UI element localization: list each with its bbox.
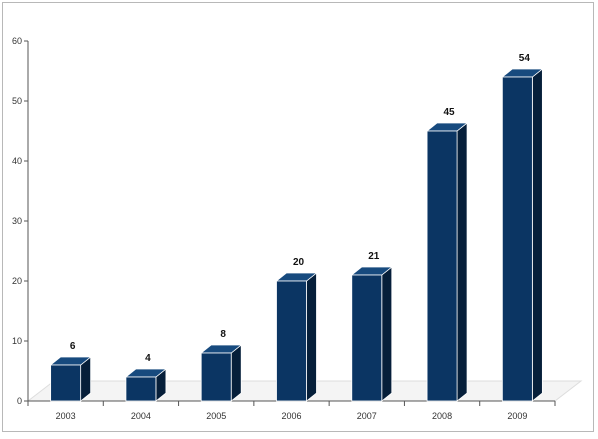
x-tick-label: 2009: [507, 411, 527, 421]
data-label: 4: [145, 353, 151, 364]
y-tick-label: 50: [12, 96, 22, 106]
bar-side: [382, 267, 392, 401]
bar-chart: 0 10 20 30 40 50 60 6 2003 4 2004 8 2005 20 2006 21 200…: [3, 3, 598, 439]
data-label: 20: [293, 257, 305, 268]
x-tick-label: 2005: [206, 411, 226, 421]
bar: [502, 77, 532, 401]
bar: [51, 365, 81, 401]
x-tick-label: 2003: [56, 411, 76, 421]
data-label: 6: [70, 341, 76, 352]
y-tick-label: 40: [12, 156, 22, 166]
chart-frame: 0 10 20 30 40 50 60 6 2003 4 2004 8 2005 20 2006 21 200…: [2, 2, 594, 432]
bar-series: [51, 69, 543, 401]
bar-side: [457, 123, 467, 401]
data-label: 8: [220, 329, 226, 340]
bar-side: [307, 273, 317, 401]
bar: [126, 377, 156, 401]
data-label: 54: [519, 53, 531, 64]
x-tick-label: 2007: [357, 411, 377, 421]
x-tick-label: 2004: [131, 411, 151, 421]
y-tick-label: 30: [12, 216, 22, 226]
bar: [201, 353, 231, 401]
y-tick-label: 10: [12, 336, 22, 346]
bar: [427, 131, 457, 401]
y-tick-label: 20: [12, 276, 22, 286]
data-label: 21: [368, 251, 380, 262]
data-label: 45: [444, 107, 456, 118]
bar: [352, 275, 382, 401]
bar-side: [231, 345, 241, 401]
bar: [277, 281, 307, 401]
x-tick-label: 2006: [281, 411, 301, 421]
y-tick-label: 0: [17, 396, 22, 406]
y-tick-label: 60: [12, 36, 22, 46]
bar-side: [532, 69, 542, 401]
x-tick-label: 2008: [432, 411, 452, 421]
